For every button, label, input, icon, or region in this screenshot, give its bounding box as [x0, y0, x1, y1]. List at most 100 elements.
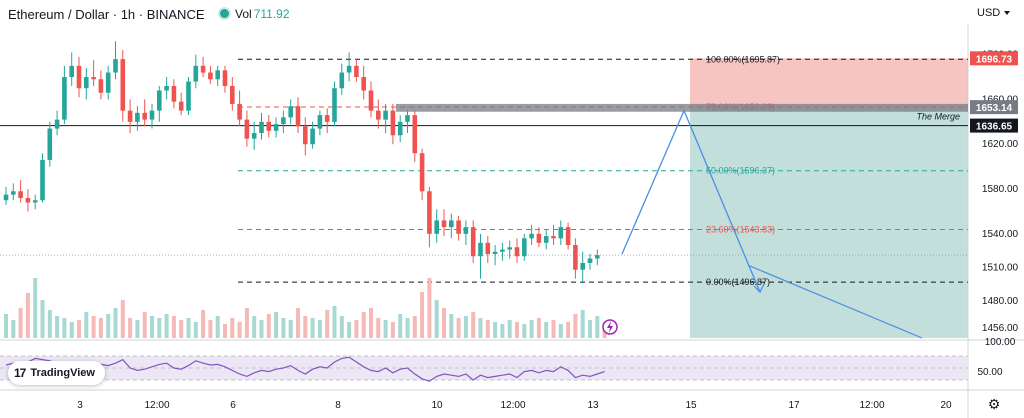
volume-bar-48 [354, 320, 359, 338]
tradingview-wordmark: TradingView [30, 367, 95, 379]
volume-bar-47 [347, 322, 352, 338]
volume-toggle-icon[interactable] [220, 9, 229, 18]
price-tick-3: 1540.00 [982, 229, 1019, 240]
candle-body-18 [135, 112, 140, 122]
candle-body-49 [361, 77, 366, 91]
fib-label-3: 23.60%(1543.83) [706, 225, 775, 235]
volume-bar-77 [566, 322, 571, 338]
candle-body-42 [310, 128, 315, 145]
volume-readout[interactable]: Vol 711.92 [220, 7, 290, 21]
volume-bar-52 [383, 320, 388, 338]
volume-bar-0 [4, 314, 8, 338]
candle-body-46 [339, 72, 345, 89]
rsi-tick-0: 100.00 [985, 337, 1016, 348]
price-tick-5: 1620.00 [982, 139, 1019, 150]
candle-body-14 [105, 72, 111, 93]
volume-bar-3 [25, 293, 30, 338]
time-tick-2: 6 [230, 400, 236, 411]
volume-bar-22 [164, 314, 169, 338]
candle-body-55 [405, 115, 410, 122]
volume-bar-81 [595, 316, 600, 338]
price-label-0: 1696.73 [976, 54, 1013, 65]
candle-body-81 [595, 255, 600, 259]
candle-body-23 [171, 86, 177, 102]
candle-body-58 [427, 191, 432, 234]
volume-bar-16 [120, 300, 125, 338]
candle-body-37 [273, 124, 279, 131]
volume-bar-17 [128, 318, 133, 338]
volume-bar-28 [208, 320, 213, 338]
candle-body-27 [200, 65, 206, 73]
candle-body-12 [91, 77, 96, 80]
volume-bar-23 [171, 316, 176, 338]
volume-bar-44 [325, 310, 330, 338]
price-tick-1: 1480.00 [982, 296, 1019, 307]
volume-bar-32 [237, 322, 242, 338]
volume-bar-50 [369, 308, 373, 338]
time-tick-6: 13 [587, 400, 599, 411]
volume-bar-69 [507, 320, 512, 338]
candle-body-69 [507, 247, 512, 250]
volume-bar-18 [135, 320, 140, 338]
candle-body-35 [259, 121, 264, 134]
volume-bar-38 [281, 318, 286, 338]
candle-body-78 [573, 245, 578, 270]
candle-body-16 [120, 59, 126, 111]
price-label-1: 1653.14 [976, 103, 1013, 114]
volume-bar-9 [69, 322, 74, 338]
candle-body-22 [164, 86, 169, 91]
time-tick-5: 12:00 [500, 400, 525, 411]
candle-body-74 [543, 236, 549, 243]
volume-bar-40 [296, 308, 300, 338]
candle-body-24 [178, 101, 184, 111]
candle-body-1 [11, 191, 16, 195]
candle-body-6 [47, 128, 53, 160]
candle-body-65 [478, 242, 483, 257]
price-tick-6: 1660.00 [982, 94, 1019, 105]
time-tick-7: 15 [685, 400, 697, 411]
volume-bar-31 [230, 318, 235, 338]
candle-body-77 [565, 227, 571, 246]
currency-selector[interactable]: USD [977, 7, 1010, 19]
volume-bar-65 [478, 318, 483, 338]
volume-bar-13 [98, 318, 103, 338]
candle-body-52 [383, 110, 388, 120]
volume-bar-79 [580, 310, 585, 338]
tradingview-logo: 17 TradingView [8, 361, 105, 385]
candle-body-28 [208, 72, 213, 80]
candle-body-51 [376, 110, 381, 120]
candle-body-38 [281, 117, 286, 125]
projection-line [747, 264, 923, 339]
candle-body-31 [230, 86, 235, 104]
volume-bar-26 [193, 322, 198, 338]
volume-bar-59 [434, 300, 439, 338]
settings-gear-icon[interactable]: ⚙ [988, 397, 1001, 413]
candle-body-54 [397, 121, 403, 136]
candle-body-20 [149, 110, 155, 120]
volume-bar-43 [317, 320, 322, 338]
projection-path [621, 108, 761, 293]
volume-bar-10 [77, 320, 81, 338]
volume-bar-64 [471, 312, 476, 338]
candle-body-68 [500, 249, 505, 252]
candle-body-21 [157, 90, 162, 111]
volume-bar-7 [55, 316, 60, 338]
volume-label: Vol [235, 7, 252, 21]
fib-label-0: 100.00%(1695.87) [706, 54, 780, 64]
price-tick-0: 1456.00 [982, 323, 1019, 334]
time-tick-10: 20 [940, 400, 952, 411]
volume-bar-70 [515, 322, 519, 338]
candle-body-9 [69, 65, 74, 78]
projection-arrowhead [753, 283, 765, 294]
candle-body-56 [412, 115, 418, 154]
time-tick-4: 10 [431, 400, 443, 411]
volume-bar-49 [361, 312, 366, 338]
volume-bar-14 [106, 314, 111, 338]
candle-body-45 [332, 88, 337, 122]
volume-bar-5 [40, 300, 45, 338]
candle-body-3 [25, 198, 31, 203]
candle-body-71 [522, 238, 527, 257]
candle-body-44 [324, 115, 330, 122]
volume-bar-75 [551, 320, 556, 338]
